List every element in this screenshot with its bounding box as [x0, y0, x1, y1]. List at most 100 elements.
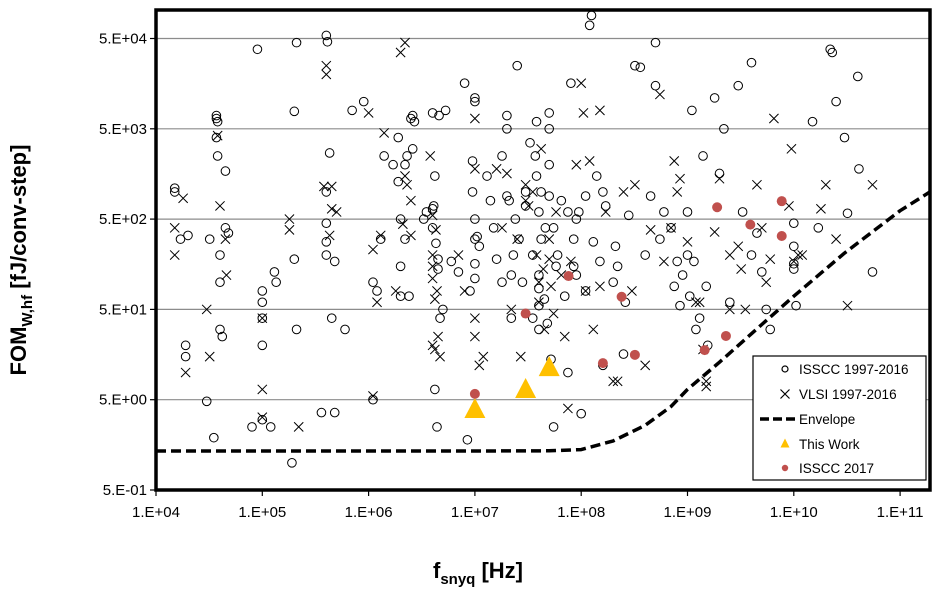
isscc-1997-2016-point [223, 228, 234, 238]
vlsi-1997-2016-point [363, 107, 374, 118]
isscc-1997-2016-point [827, 47, 838, 58]
vlsi-1997-2016-point [379, 127, 390, 138]
vlsi-1997-2016-point [658, 256, 669, 267]
isscc-1997-2016-point [372, 286, 382, 296]
isscc-1997-2016-point [453, 267, 464, 277]
vlsi-1997-2016-point [321, 69, 332, 80]
vlsi-1997-2016-point [402, 179, 413, 190]
isscc-1997-2016-point [291, 37, 302, 48]
vlsi-1997-2016-point [512, 234, 523, 245]
vlsi-1997-2016-point [576, 78, 587, 89]
isscc-1997-2016-point [659, 207, 669, 217]
isscc-1997-2016-point [682, 207, 693, 217]
isscc-2017-point [597, 358, 608, 369]
isscc-1997-2016-point [733, 80, 744, 91]
vlsi-1997-2016-point [531, 250, 542, 260]
vlsi-1997-2016-point [469, 163, 480, 174]
isscc-1997-2016-point [701, 281, 712, 292]
isscc-1997-2016-point [598, 187, 608, 197]
x-tick-label: 1.E+10 [770, 504, 818, 521]
plot-frame [154, 8, 932, 492]
isscc-1997-2016-point [470, 234, 480, 244]
isscc-1997-2016-point [465, 286, 475, 296]
x-axis-ticks: 1.E+04 1.E+05 1.E+06 1.E+07 1.E+08 1.E+09 1.E+… [132, 490, 924, 521]
vlsi-1997-2016-point [400, 37, 410, 48]
vlsi-1997-2016-point [559, 331, 570, 342]
isscc-1997-2016-point [531, 116, 542, 127]
vlsi-1997-2016-point [400, 171, 410, 181]
isscc-1997-2016-point [502, 124, 512, 134]
vlsi-1997-2016-point [571, 159, 582, 170]
isscc-1997-2016-point [608, 277, 618, 288]
vlsi-1997-2016-point [430, 224, 441, 235]
vlsi-1997-2016-point [751, 179, 762, 190]
isscc-1997-2016-point [252, 44, 263, 55]
legend-label: Envelope [799, 412, 855, 427]
vlsi-1997-2016-point [204, 351, 215, 362]
vlsi-1997-2016-point [201, 304, 212, 315]
vlsi-1997-2016-point [709, 227, 720, 237]
vlsi-1997-2016-point [405, 230, 416, 241]
isscc-1997-2016-point [427, 223, 438, 233]
isscc-1997-2016-point [257, 414, 268, 425]
isscc-1997-2016-point [497, 151, 507, 161]
vlsi-1997-2016-point [453, 250, 464, 260]
isscc-2017-point [629, 349, 640, 360]
isscc-1997-2016-point [635, 62, 646, 73]
isscc-1997-2016-point [512, 60, 523, 71]
vlsi-1997-2016-point [701, 376, 712, 387]
isscc-1997-2016-point [568, 234, 579, 244]
isscc-1997-2016-point [623, 210, 634, 221]
vlsi-1997-2016-point [562, 403, 573, 414]
vlsi-1997-2016-point [831, 234, 842, 245]
isscc-1997-2016-point [433, 254, 443, 264]
isscc-1997-2016-point [470, 96, 480, 107]
isscc-1997-2016-point [527, 313, 538, 323]
isscc-1997-2016-point [580, 286, 591, 296]
vlsi-1997-2016-point [435, 351, 445, 362]
y-axis-ticks: 5.E-01 5.E+00 5.E+01 5.E+02 5.E+03 5.E+04 [99, 31, 156, 499]
vlsi-1997-2016-point [546, 281, 556, 292]
vlsi-1997-2016-point [533, 277, 544, 288]
isscc-1997-2016-point [746, 57, 757, 68]
vlsi-1997-2016-point [797, 250, 808, 260]
isscc-1997-2016-point [247, 422, 257, 432]
isscc-1997-2016-point [867, 267, 878, 277]
vlsi-1997-2016-point [326, 181, 337, 192]
vlsi-1997-2016-point [580, 286, 591, 296]
isscc-1997-2016-point [388, 159, 398, 170]
isscc-1997-2016-point [675, 300, 685, 311]
vlsi-1997-2016-point [788, 256, 799, 267]
isscc-1997-2016-point [506, 313, 517, 323]
vlsi-1997-2016-point [390, 286, 401, 296]
isscc-1997-2016-point [321, 218, 332, 229]
isscc-1997-2016-point [514, 234, 524, 244]
triangle-marker-icon [780, 438, 790, 448]
isscc-1997-2016-point [536, 234, 546, 244]
vlsi-1997-2016-point [212, 130, 223, 141]
vlsi-1997-2016-point [666, 222, 676, 233]
vlsi-1997-2016-point [491, 163, 502, 174]
vlsi-1997-2016-point [675, 173, 685, 184]
isscc-1997-2016-point [409, 116, 420, 127]
vlsi-1997-2016-point [395, 47, 406, 58]
isscc-1997-2016-point [548, 223, 559, 233]
isscc-1997-2016-point [485, 195, 496, 206]
vlsi-1997-2016-point [539, 324, 550, 335]
vlsi-1997-2016-point [669, 156, 680, 166]
isscc-1997-2016-point [813, 223, 824, 233]
isscc-1997-2016-point [542, 318, 553, 329]
vlsi-1997-2016-point [375, 230, 386, 241]
y-tick-label: 5.E+03 [99, 121, 147, 138]
isscc-1997-2016-point [402, 151, 412, 161]
vlsi-1997-2016-point [701, 381, 712, 392]
vlsi-1997-2016-point [318, 181, 329, 192]
isscc-1997-2016-point [525, 137, 535, 148]
isscc-1997-2016-point [482, 171, 492, 181]
isscc-1997-2016-point [551, 261, 561, 272]
isscc-1997-2016-point [289, 254, 300, 264]
isscc-1997-2016-point [672, 256, 682, 267]
vlsi-1997-2016-point [520, 195, 531, 206]
isscc-1997-2016-point [329, 256, 340, 267]
vlsi-1997-2016-point [429, 294, 440, 305]
